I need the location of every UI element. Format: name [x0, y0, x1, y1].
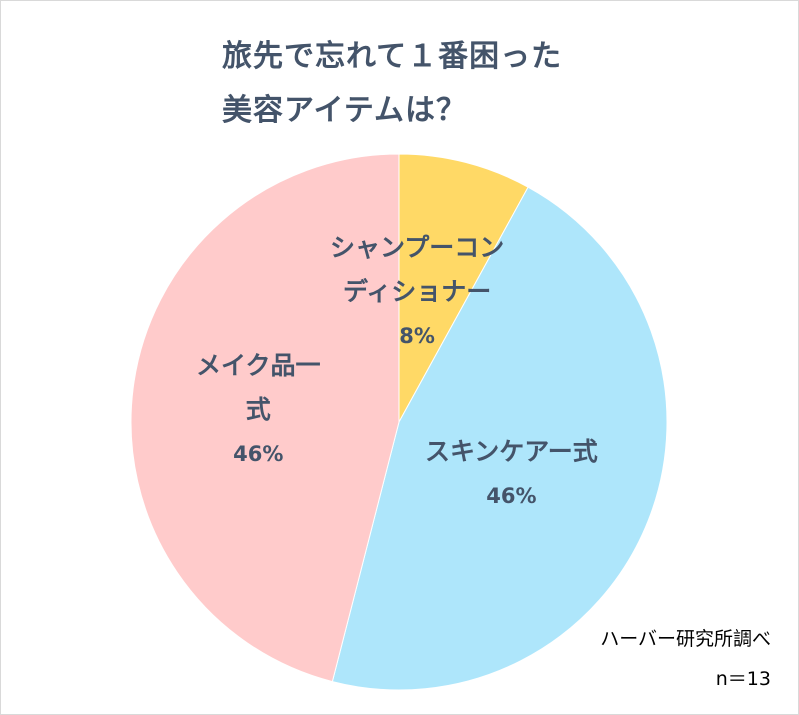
source-note: ハーバー研究所調べ	[600, 628, 771, 650]
slice-label-skincare-set: スキンケアー式 46%	[425, 430, 598, 518]
chart-title-line-1: 旅先で忘れて１番困った	[222, 39, 563, 74]
pie-slice-shampoo-conditioner	[398, 153, 529, 423]
slice-label-shampoo-conditioner: シャンプーコン ディショナー 8%	[330, 226, 504, 358]
slice-label-line: シャンプーコン	[330, 233, 505, 262]
slice-label-line: 式	[245, 395, 271, 424]
slice-value-label: 46%	[233, 442, 284, 466]
slice-value-label: 8%	[399, 324, 435, 348]
pie-slice-makeup-set	[130, 153, 400, 683]
slice-label-line: ディショナー	[343, 277, 492, 306]
pie-slice-skincare-set	[331, 186, 668, 691]
chart-title-line-2: 美容アイテムは？	[222, 93, 467, 128]
slice-label-line: スキンケアー式	[425, 437, 598, 466]
chart-title: 旅先で忘れて１番困った 美容アイテムは？	[222, 30, 562, 138]
slice-value-label: 46%	[486, 484, 537, 508]
slice-label-line: メイク品一	[196, 351, 321, 380]
sample-size-note: n＝13	[715, 668, 771, 690]
slice-label-makeup-set: メイク品一 式 46%	[196, 344, 321, 476]
